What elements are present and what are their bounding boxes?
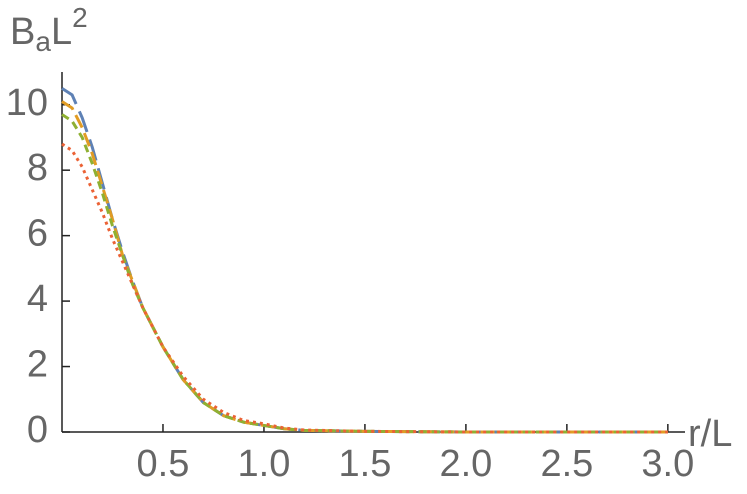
- x-tick-label: 2.5: [540, 443, 593, 485]
- data-line: [61, 100, 668, 434]
- y-label-sub: a: [35, 26, 51, 57]
- y-label-main: L: [51, 11, 72, 53]
- y-tick-label: 10: [6, 82, 48, 124]
- y-tick-label: 0: [27, 409, 48, 451]
- y-tick-label: 6: [27, 213, 48, 255]
- y-tick-label: 2: [27, 344, 48, 386]
- x-tick-label: 0.5: [137, 443, 190, 485]
- y-tick-label: 8: [27, 147, 48, 189]
- data-line: [61, 87, 668, 434]
- y-tick-label: 4: [27, 278, 48, 320]
- x-tick-label: 2.0: [439, 443, 492, 485]
- data-line: [61, 113, 668, 434]
- y-label-sup: 2: [72, 2, 88, 33]
- x-tick-label: 3.0: [641, 443, 694, 485]
- y-label-base: B: [10, 11, 35, 53]
- x-tick-label: 1.0: [238, 443, 291, 485]
- y-axis-label: BaL2: [10, 2, 88, 57]
- x-axis-label: r/L: [688, 413, 732, 455]
- data-line: [61, 142, 668, 434]
- x-tick-label: 1.5: [339, 443, 392, 485]
